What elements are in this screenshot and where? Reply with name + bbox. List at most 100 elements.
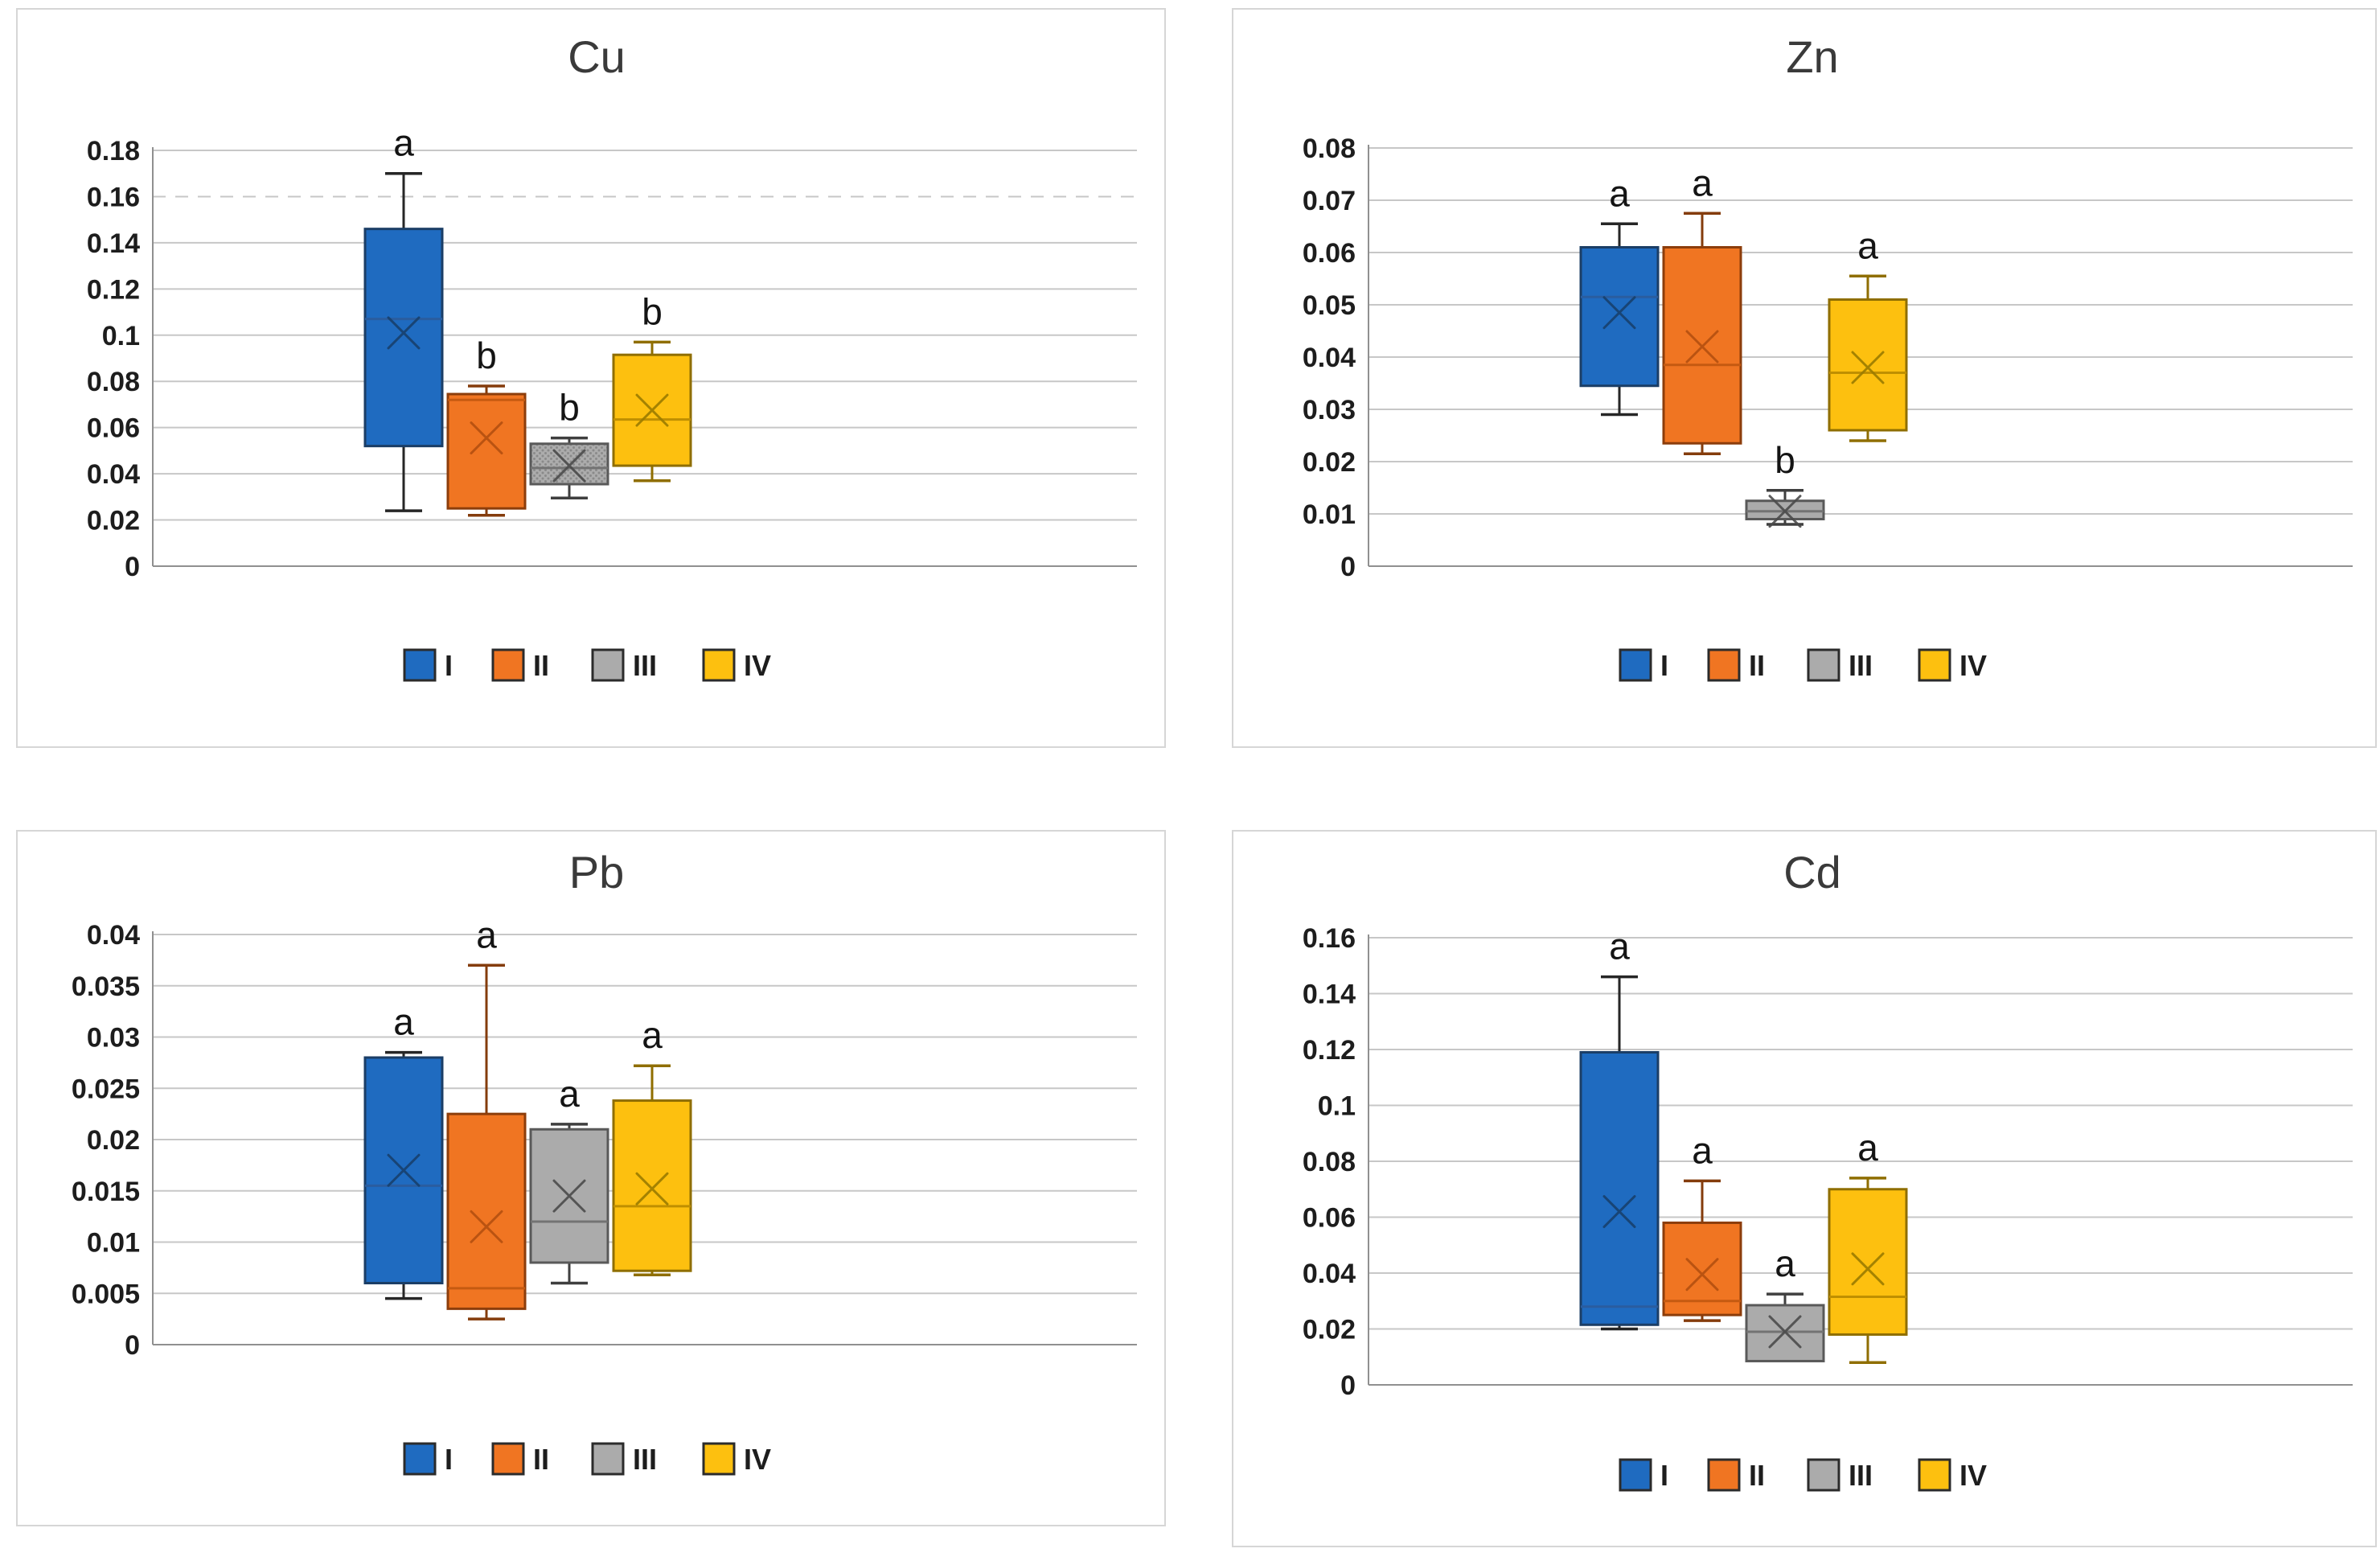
legend-item-I: I — [1619, 1458, 1668, 1492]
significance-letter: a — [476, 914, 497, 955]
legend-swatch — [702, 648, 736, 682]
box-group-II: a — [1662, 1129, 1742, 1322]
box-group-IV: a — [1828, 224, 1908, 442]
significance-letter: a — [1775, 1243, 1795, 1284]
significance-letter: b — [559, 387, 580, 429]
legend-label: III — [633, 1443, 657, 1476]
y-tick-label: 0.04 — [87, 920, 140, 951]
chart-title: Cu — [568, 31, 626, 82]
box — [363, 228, 444, 448]
box — [446, 392, 527, 510]
significance-letter: a — [1857, 224, 1878, 266]
box-group-IV: a — [1828, 1127, 1908, 1364]
significance-letter: b — [642, 290, 663, 332]
y-tick-label: 0.06 — [1303, 1203, 1356, 1234]
legend-swatch — [591, 648, 625, 682]
legend-item-II: II — [1707, 648, 1765, 682]
mean-x-marker — [1685, 330, 1719, 364]
legend-label: II — [1749, 649, 1765, 682]
y-tick-label: 0.1 — [102, 321, 140, 351]
legend-label: I — [1660, 1459, 1668, 1492]
legend-item-II: II — [1707, 1458, 1765, 1492]
chart-panel-pb: Pb 0.04 0.035 0.03 0.025 0.02 0.015 0.01 0.005 0 a… — [16, 830, 1166, 1526]
mean-x-marker — [1602, 296, 1636, 330]
y-tick-label: 0.08 — [1303, 1147, 1356, 1177]
box — [1828, 1188, 1908, 1336]
legend-label: IV — [1959, 1459, 1987, 1492]
y-tick-label: 0.005 — [72, 1279, 140, 1309]
mean-x-marker — [635, 393, 669, 427]
chart-title: Zn — [1786, 31, 1838, 82]
box — [1828, 298, 1908, 432]
y-tick-label: 0.04 — [87, 459, 140, 490]
legend-label: III — [1849, 649, 1873, 682]
y-tick-label: 0.035 — [72, 971, 140, 1002]
legend-label: IV — [1959, 649, 1987, 682]
chart-panel-zn: Zn 0.08 0.07 0.06 0.05 0.04 0.03 0.02 0.01 0 a a b a I… — [1232, 8, 2377, 748]
mean-x-marker — [1685, 1258, 1719, 1292]
legend-item-II: II — [491, 648, 549, 682]
y-tick-label: 0.16 — [1303, 923, 1356, 954]
y-tick-label: 0 — [125, 552, 140, 582]
y-tick-label: 0.08 — [87, 367, 140, 397]
box-group-II: b — [446, 335, 527, 517]
y-tick-label: 0.02 — [87, 506, 140, 536]
y-tick-label: 0 — [1340, 1370, 1356, 1401]
legend-label: I — [1660, 649, 1668, 682]
box — [1662, 1221, 1742, 1316]
y-tick-label: 0.14 — [1303, 980, 1356, 1010]
y-tick-label: 0.07 — [1303, 186, 1356, 216]
y-tick-label: 0.06 — [87, 413, 140, 444]
significance-letter: a — [393, 122, 414, 164]
mean-x-marker — [635, 1172, 669, 1206]
mean-x-marker — [1602, 1195, 1636, 1229]
legend-label: IV — [744, 649, 771, 682]
y-tick-label: 0.01 — [87, 1228, 140, 1259]
box-group-IV: b — [612, 290, 692, 483]
legend-label: II — [533, 649, 549, 682]
y-tick-label: 0.03 — [1303, 395, 1356, 425]
y-tick-label: 0 — [1340, 552, 1356, 582]
significance-letter: b — [476, 335, 497, 376]
legend-swatch — [1619, 648, 1652, 682]
legend-swatch — [491, 648, 525, 682]
legend-item-III: III — [1807, 1458, 1873, 1492]
legend-swatch — [1807, 1458, 1840, 1492]
significance-letter: a — [1692, 1129, 1713, 1171]
legend-item-IV: IV — [1918, 1458, 1987, 1492]
y-tick-label: 0.18 — [87, 136, 140, 166]
box — [1579, 246, 1660, 388]
significance-letter: a — [1857, 1127, 1878, 1169]
significance-letter: a — [1692, 162, 1713, 203]
legend-item-III: III — [591, 1442, 657, 1476]
y-tick-label: 0.06 — [1303, 238, 1356, 269]
box-group-I: a — [1579, 926, 1660, 1331]
legend-label: II — [533, 1443, 549, 1476]
chart-title: Cd — [1783, 847, 1841, 898]
boxplot-zn: Zn 0.08 0.07 0.06 0.05 0.04 0.03 0.02 0.01 0 a a b a I… — [1303, 31, 2353, 682]
y-tick-label: 0.16 — [87, 182, 140, 212]
box-group-III: b — [1745, 439, 1825, 528]
mean-x-marker — [470, 1210, 503, 1243]
mean-x-marker — [387, 1153, 421, 1187]
y-tick-label: 0.04 — [1303, 343, 1356, 373]
mean-x-marker — [552, 1179, 586, 1213]
mean-x-marker — [1768, 1315, 1802, 1349]
box-group-III: a — [529, 1073, 609, 1285]
legend-swatch — [1918, 1458, 1951, 1492]
box-group-III: a — [1745, 1243, 1825, 1362]
legend-item-IV: IV — [702, 1442, 771, 1476]
legend-item-I: I — [403, 648, 453, 682]
legend-swatch — [491, 1442, 525, 1476]
legend-swatch — [1918, 648, 1951, 682]
legend-label: I — [445, 1443, 453, 1476]
chart-title: Pb — [569, 847, 625, 898]
significance-letter: a — [559, 1073, 580, 1115]
significance-letter: a — [393, 1001, 414, 1043]
y-tick-label: 0 — [125, 1330, 140, 1361]
box-group-I: a — [363, 122, 444, 512]
boxplot-cu: Cu 0.18 0.16 0.14 0.12 0.1 0.08 0.06 0.04 0.02 0 a b… — [87, 31, 1137, 682]
y-tick-label: 0.1 — [1318, 1091, 1356, 1122]
legend-swatch — [403, 1442, 437, 1476]
